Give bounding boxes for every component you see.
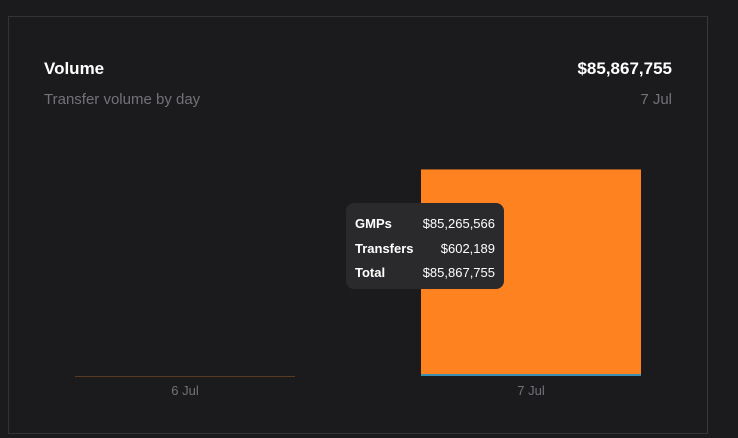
bar-baseline-0 xyxy=(75,376,295,377)
x-tick-label: 7 Jul xyxy=(517,383,545,398)
tooltip-row-gmps: GMPs $85,265,566 xyxy=(355,212,495,237)
tooltip-value: $85,867,755 xyxy=(422,265,495,280)
total-volume-value: $85,867,755 xyxy=(577,59,672,78)
chart-tooltip: GMPs $85,265,566 Transfers $602,189 Tota… xyxy=(346,203,504,289)
tooltip-row-transfers: Transfers $602,189 xyxy=(355,237,495,262)
x-tick-label: 6 Jul xyxy=(171,383,199,398)
tooltip-label: Total xyxy=(355,265,386,280)
chart-card xyxy=(8,16,708,434)
chart-title: Volume xyxy=(44,59,105,78)
tooltip-label: GMPs xyxy=(355,216,392,231)
chart-subtitle: Transfer volume by day xyxy=(44,91,201,108)
selected-date: 7 Jul xyxy=(640,91,672,108)
bar-transfers-1[interactable] xyxy=(421,374,641,376)
tooltip-value: $85,265,566 xyxy=(422,216,495,231)
tooltip-row-total: Total $85,867,755 xyxy=(355,261,495,286)
tooltip-label: Transfers xyxy=(355,240,414,256)
tooltip-value: $602,189 xyxy=(440,240,495,256)
